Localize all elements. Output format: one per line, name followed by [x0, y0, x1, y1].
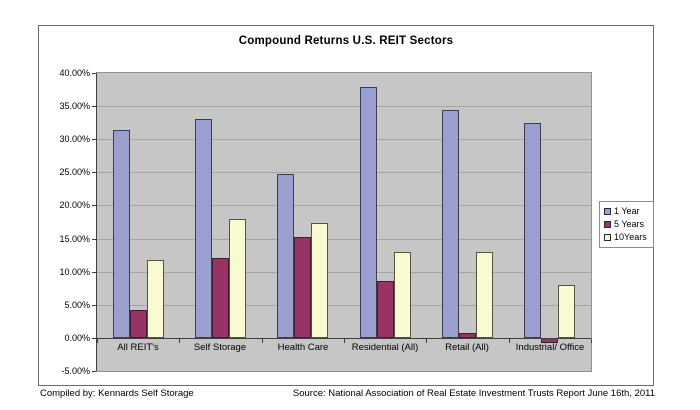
- bar-10years: [147, 260, 164, 338]
- legend-item: 10Years: [604, 232, 647, 243]
- y-tick-mark: [92, 239, 96, 240]
- x-category-label: Health Care: [277, 342, 329, 353]
- bar-1-year: [113, 130, 130, 338]
- bar-1-year: [277, 174, 294, 338]
- y-tick-mark: [92, 106, 96, 107]
- bar-10years: [558, 285, 575, 338]
- x-category-label: Self Storage: [193, 342, 247, 353]
- bar-10years: [229, 219, 246, 338]
- gridline: [97, 272, 591, 273]
- x-category-label: Residential (All): [351, 342, 419, 353]
- chart-title: Compound Returns U.S. REIT Sectors: [238, 35, 454, 47]
- x-category-label: Industrial/ Office: [515, 342, 585, 353]
- x-category-label: All REIT's: [117, 342, 159, 353]
- bar-5-years: [212, 258, 229, 338]
- y-tick-label: 15.00%: [59, 234, 90, 244]
- y-tick-mark: [92, 73, 96, 74]
- x-axis-line: [97, 338, 591, 339]
- gridline: [97, 205, 591, 206]
- compiled-by-caption: Compiled by: Kennards Self Storage: [40, 388, 194, 399]
- y-tick-mark: [92, 205, 96, 206]
- source-caption: Source: National Association of Real Est…: [292, 388, 655, 399]
- gridline: [97, 172, 591, 173]
- bar-10years: [394, 252, 411, 338]
- x-tick-mark: [591, 339, 592, 343]
- legend-label: 1 Year: [614, 206, 640, 216]
- x-tick-mark: [179, 339, 180, 343]
- gridline: [97, 106, 591, 107]
- y-tick-label: 25.00%: [59, 167, 90, 177]
- y-tick-label: 40.00%: [59, 68, 90, 78]
- gridline: [97, 305, 591, 306]
- bar-5-years: [294, 237, 311, 338]
- plot-area: 40.00% 35.00% 30.00% 25.00% 20.00% 15.00% 10.0…: [59, 68, 592, 376]
- legend-label: 10Years: [614, 232, 647, 242]
- gridline: [97, 139, 591, 140]
- y-axis-line: [96, 73, 97, 371]
- y-tick-label: 35.00%: [59, 101, 90, 111]
- y-tick-label: 30.00%: [59, 134, 90, 144]
- y-tick-mark: [92, 371, 96, 372]
- y-tick-label: 10.00%: [59, 267, 90, 277]
- legend-swatch-icon: [604, 208, 611, 215]
- x-tick-mark: [262, 339, 263, 343]
- bar-1-year: [442, 110, 459, 338]
- y-tick-label: 5.00%: [64, 300, 90, 310]
- x-tick-mark: [97, 339, 98, 343]
- legend-swatch-icon: [604, 221, 611, 228]
- legend-label: 5 Years: [614, 219, 645, 229]
- y-tick-mark: [92, 172, 96, 173]
- y-tick-mark: [92, 338, 96, 339]
- chart-frame: Compound Returns U.S. REIT Sectors 40.00…: [38, 25, 654, 386]
- y-tick-mark: [92, 272, 96, 273]
- bar-1-year: [360, 87, 377, 338]
- bar-10years: [311, 223, 328, 338]
- y-tick-label: 0.00%: [64, 333, 90, 343]
- y-tick-mark: [92, 305, 96, 306]
- legend: 1 Year 5 Years 10Years: [599, 201, 654, 248]
- y-tick-label: 20.00%: [59, 200, 90, 210]
- y-tick-mark: [92, 139, 96, 140]
- bar-1-year: [195, 119, 212, 338]
- x-tick-mark: [509, 339, 510, 343]
- bar-5-years: [130, 310, 147, 338]
- bar-5-years: [459, 333, 476, 338]
- x-tick-mark: [344, 339, 345, 343]
- x-category-label: Retail (All): [445, 342, 489, 353]
- x-tick-mark: [426, 339, 427, 343]
- legend-item: 5 Years: [604, 219, 647, 230]
- gridline: [97, 239, 591, 240]
- legend-item: 1 Year: [604, 206, 647, 217]
- bar-1-year: [524, 123, 541, 338]
- bar-5-years: [377, 281, 394, 338]
- y-tick-label: -5.00%: [61, 366, 90, 376]
- bar-10years: [476, 252, 493, 338]
- legend-swatch-icon: [604, 234, 611, 241]
